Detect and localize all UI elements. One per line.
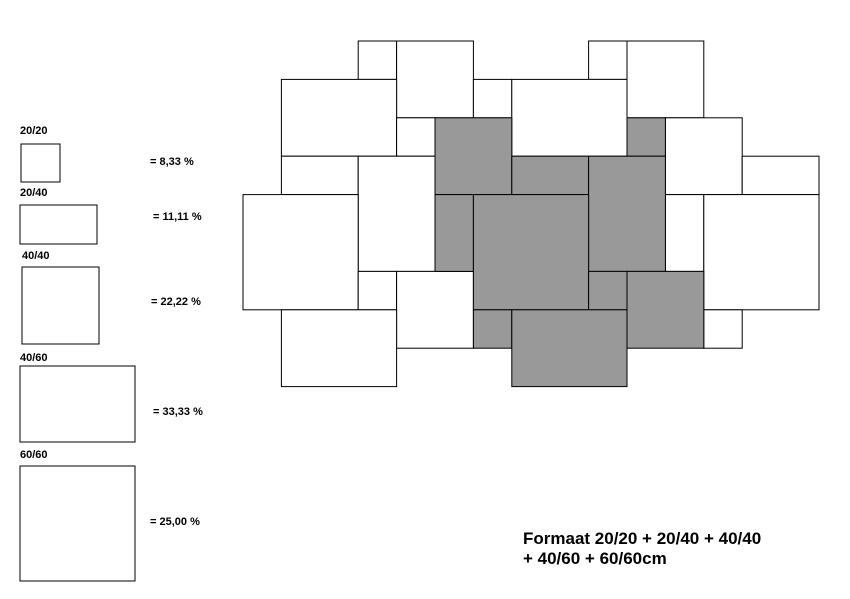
legend-tile (19, 204, 98, 245)
legend: 20/20 = 8,33 % 20/40 = 11,11 % 40/40 = 2… (19, 125, 203, 582)
tile (357, 155, 436, 272)
legend-label: 40/40 (22, 250, 50, 262)
tile (396, 270, 474, 349)
legend-label: 20/20 (20, 125, 48, 137)
tile (280, 309, 398, 388)
legend-share: = 11,11 % (153, 211, 202, 223)
tile-gray (588, 270, 628, 311)
legend-share: = 25,00 % (150, 516, 200, 528)
legend-label: 60/60 (20, 449, 48, 461)
tile (280, 155, 359, 196)
tile (242, 194, 359, 311)
tile-gray (511, 309, 628, 388)
tile (588, 40, 628, 80)
legend-label: 20/40 (20, 187, 48, 199)
legend-tile (19, 465, 136, 582)
tile (472, 78, 513, 119)
tile (626, 40, 705, 119)
tile (703, 194, 820, 311)
legend-share: = 22,22 % (151, 296, 201, 308)
tile-gray (472, 309, 513, 349)
caption-line: + 40/60 + 60/60cm (523, 549, 667, 568)
tile (396, 117, 436, 157)
tile (741, 155, 820, 196)
tile (357, 270, 398, 311)
legend-share: = 8,33 % (150, 156, 194, 168)
tile (664, 117, 743, 196)
tile-gray (434, 117, 513, 196)
legend-label: 40/60 (20, 352, 48, 364)
tile-pattern (242, 40, 820, 388)
tile-gray (511, 155, 590, 196)
legend-tile (21, 266, 100, 345)
tile (357, 40, 398, 80)
tile (396, 40, 474, 119)
tile-gray (626, 270, 705, 349)
tile-gray (626, 117, 666, 157)
tile-gray (472, 194, 590, 311)
legend-share: = 33,33 % (153, 406, 203, 418)
legend-tile (20, 143, 61, 183)
tile-gray (588, 155, 666, 272)
legend-tile (19, 365, 136, 443)
tile (703, 309, 743, 349)
tile (511, 78, 628, 157)
tile-gray (434, 194, 474, 272)
tile (664, 194, 705, 272)
caption-line: Formaat 20/20 + 20/40 + 40/40 (523, 529, 761, 548)
tile (280, 78, 398, 157)
